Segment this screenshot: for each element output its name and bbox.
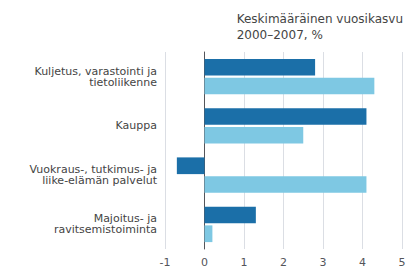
svg-text:2000–2007, %: 2000–2007, % bbox=[237, 28, 323, 42]
svg-text:Kauppa: Kauppa bbox=[116, 119, 157, 132]
svg-text:Vuokraus-, tutkimus- ja: Vuokraus-, tutkimus- ja bbox=[29, 163, 157, 177]
svg-text:ravitsemistoiminta: ravitsemistoiminta bbox=[54, 223, 157, 236]
svg-text:Majoitus- ja: Majoitus- ja bbox=[93, 212, 157, 226]
svg-text:0: 0 bbox=[201, 256, 208, 269]
svg-text:1: 1 bbox=[241, 256, 248, 269]
svg-text:Keskimääräinen vuosikasvu: Keskimääräinen vuosikasvu bbox=[237, 12, 403, 26]
svg-text:tietoliikenne: tietoliikenne bbox=[75, 76, 157, 89]
svg-text:Kuljetus, varastointi ja: Kuljetus, varastointi ja bbox=[34, 64, 157, 78]
svg-text:-1: -1 bbox=[160, 256, 171, 269]
svg-text:4: 4 bbox=[359, 256, 366, 269]
svg-text:3: 3 bbox=[320, 256, 327, 269]
svg-text:5: 5 bbox=[399, 256, 406, 269]
svg-text:liike-elämän palvelut: liike-elämän palvelut bbox=[39, 174, 158, 187]
svg-text:2: 2 bbox=[280, 256, 287, 269]
